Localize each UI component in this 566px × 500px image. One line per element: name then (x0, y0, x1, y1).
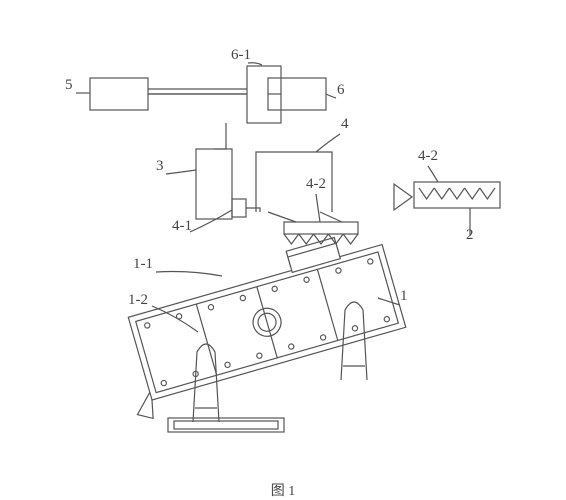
diagram-stage: 5 6-1 6 3 4 4-2 4-2 4-1 2 1-1 1-2 1 图 1 (0, 0, 566, 500)
label-4: 4 (341, 116, 349, 133)
figure-caption: 图 1 (0, 480, 566, 500)
label-4-1: 4-1 (172, 218, 192, 235)
label-1-1: 1-1 (133, 256, 153, 273)
label-6: 6 (337, 82, 345, 99)
label-1: 1 (400, 288, 408, 305)
diagram-svg (0, 0, 566, 500)
label-2: 2 (466, 227, 474, 244)
label-1-2: 1-2 (128, 292, 148, 309)
label-5: 5 (65, 77, 73, 94)
label-4-2b: 4-2 (418, 148, 438, 165)
label-3: 3 (156, 158, 164, 175)
label-4-2a: 4-2 (306, 176, 326, 193)
label-6-1: 6-1 (231, 47, 251, 64)
